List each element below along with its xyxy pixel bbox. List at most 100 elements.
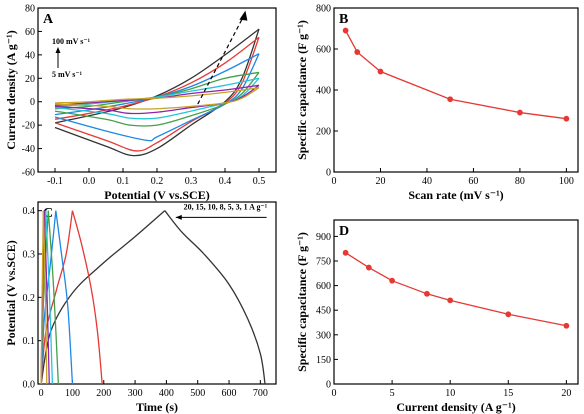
panel-a-cv-curves: -0.1 0.0 0.1 0.2 0.3 0.4 0.5 -60 -40 -20 0 20 40 60 80… [4, 4, 277, 202]
data-point-0 [342, 27, 349, 34]
y-tick-label: 200 [316, 127, 331, 138]
panel-letter: D [339, 224, 349, 239]
annotation-arrow-head [175, 214, 182, 220]
data-point-5 [505, 311, 512, 318]
plot-frame [333, 7, 579, 173]
y-tick-label: 40 [25, 50, 35, 61]
data-point-1 [365, 264, 372, 271]
y-tick-label: 900 [316, 232, 331, 243]
plot-frame [37, 201, 277, 385]
x-tick-label: 0.1 [117, 176, 130, 187]
data-point-2 [377, 68, 384, 75]
x-tick-label: 500 [190, 388, 205, 399]
scan-rate-arrow [197, 12, 246, 105]
x-tick-label: -0.1 [47, 176, 63, 187]
arrow-head [239, 10, 248, 21]
data-point-6 [563, 322, 570, 329]
cv-cathodic-5 [54, 84, 260, 115]
gcd-discharge-6 [42, 210, 48, 385]
x-tick-label: 0.0 [83, 176, 96, 187]
x-tick-label: 700 [253, 388, 268, 399]
x-tick-label: 0.2 [151, 176, 164, 187]
gcd-discharge-5 [43, 210, 50, 385]
y-tick-label: 0 [326, 380, 331, 391]
cv-anodic-4 [54, 77, 260, 108]
y-tick-label: 300 [316, 330, 331, 341]
x-tick-label: 60 [468, 176, 478, 187]
x-tick-label: 400 [159, 388, 174, 399]
y-tick-label: 0.3 [23, 250, 36, 261]
x-axis-label: Time (s) [136, 400, 178, 414]
panel-letter: A [43, 12, 54, 27]
panel-b-capacitance-vs-scan-rate: 0 20 40 60 80 100 0 200 400 600 800 Scan rate (mV s… [295, 4, 579, 202]
y-axis-label: Potential (V vs.SCE) [4, 240, 18, 345]
x-tick-label: 600 [222, 388, 237, 399]
x-tick-label: 0.4 [219, 176, 232, 187]
capacitance-line [345, 252, 567, 327]
y-axis-label: Current density (A g⁻¹) [4, 30, 18, 149]
y-tick-label: 60 [25, 27, 35, 38]
cv-anodic-6 [54, 87, 260, 104]
data-point-0 [342, 249, 349, 256]
y-axis-label: Specific capacitance (F g⁻¹) [295, 232, 309, 372]
gcd-discharge-1 [71, 210, 103, 385]
data-point-4 [517, 109, 523, 116]
y-tick-label: -20 [22, 121, 35, 132]
x-axis-label: Scan rate (mV s⁻¹) [408, 188, 503, 202]
x-tick-label: 300 [128, 388, 143, 399]
cv-cathodic-1 [54, 37, 260, 152]
cv-cathodic-6 [54, 87, 260, 110]
gcd-charge-0 [40, 210, 166, 385]
x-tick-label: 0 [39, 388, 44, 399]
panel-c-gcd-curves: 0 100 200 300 400 500 600 700 0.0 0.1 0.2 0.3 0.4 Tim… [4, 201, 277, 414]
data-point-3 [447, 96, 454, 103]
y-tick-label: 0 [30, 97, 35, 108]
y-tick-label: 750 [316, 257, 331, 268]
x-tick-label: 200 [96, 388, 111, 399]
y-tick-label: 450 [316, 306, 331, 317]
x-tick-label: 80 [515, 176, 525, 187]
plot-frame [333, 219, 579, 385]
x-tick-label: 0.3 [185, 176, 198, 187]
y-tick-label: 600 [316, 281, 331, 292]
y-tick-label: 80 [25, 4, 35, 15]
x-tick-label: 100 [65, 388, 80, 399]
data-point-2 [389, 277, 395, 284]
gcd-discharge-3 [47, 210, 60, 385]
x-tick-label: 0 [332, 176, 337, 187]
y-tick-label: 20 [25, 74, 35, 85]
data-point-4 [447, 297, 454, 304]
cv-cathodic-0 [54, 28, 260, 157]
x-tick-label: 15 [503, 388, 513, 399]
x-tick-label: 100 [559, 176, 574, 187]
y-axis-label: Specific capacitance (F g⁻¹) [295, 20, 309, 160]
gcd-discharge-2 [55, 210, 74, 385]
panel-letter: B [339, 12, 348, 27]
y-tick-label: 400 [316, 86, 331, 97]
annotation-100mv: 100 mV s⁻¹ [52, 37, 91, 46]
gcd-discharge-0 [164, 210, 266, 385]
data-point-5 [563, 115, 570, 122]
panel-d-capacitance-vs-current-density: 0 5 10 15 20 0 150 300 450 600 750 900 Current densi… [295, 219, 579, 414]
current-density-annotation: 20, 15, 10, 8, 5, 3, 1 A g⁻¹ [184, 202, 268, 211]
y-tick-label: 0 [326, 168, 331, 179]
y-tick-label: 600 [316, 45, 331, 56]
x-tick-label: 20 [561, 388, 571, 399]
y-tick-label: 150 [316, 355, 331, 366]
y-tick-label: 0.0 [23, 380, 36, 391]
y-tick-label: 0.1 [23, 336, 36, 347]
annotation-5mv: 5 mV s⁻¹ [52, 70, 83, 79]
x-axis-label: Current density (A g⁻¹) [396, 400, 515, 414]
x-axis-label: Potential (V vs.SCE) [104, 188, 209, 202]
y-tick-label: 800 [316, 4, 331, 15]
y-tick-label: 0.4 [23, 206, 36, 217]
annotation-arrow-head [55, 47, 61, 53]
y-tick-label: 0.2 [23, 293, 36, 304]
capacitance-line [345, 30, 567, 120]
y-tick-label: -60 [22, 168, 35, 179]
x-tick-label: 0.5 [253, 176, 266, 187]
cv-cathodic-4 [54, 77, 260, 120]
data-point-1 [354, 49, 361, 55]
x-tick-label: 40 [422, 176, 432, 187]
